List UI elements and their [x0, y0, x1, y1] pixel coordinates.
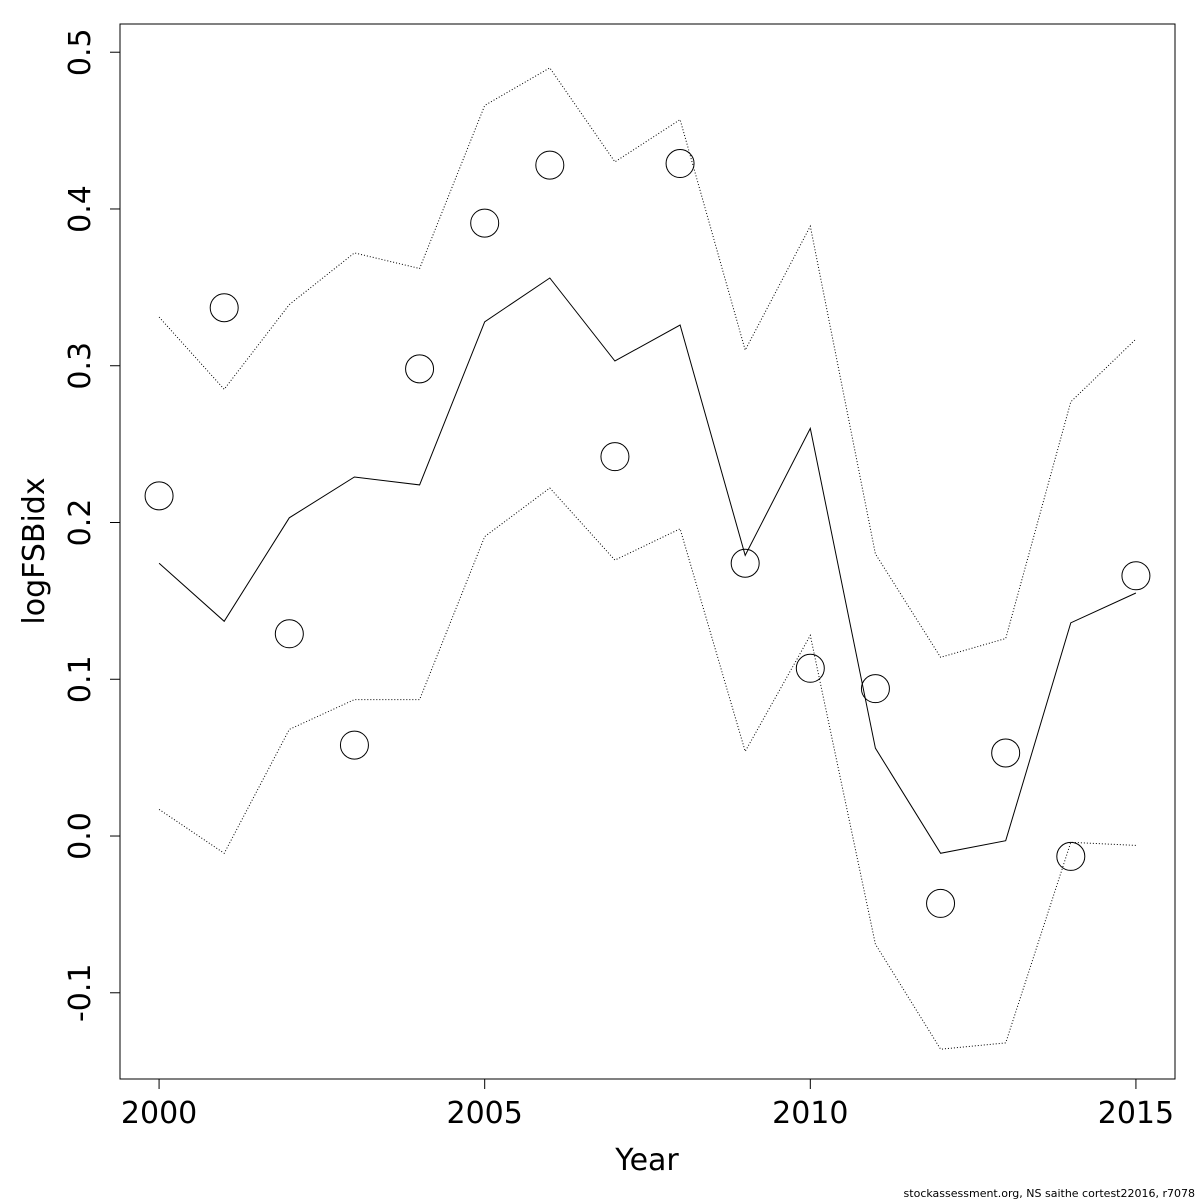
- plot-frame: [119, 23, 1176, 1080]
- interval-line: [158, 67, 1137, 658]
- series-layer: [158, 67, 1137, 1050]
- observation-point: [600, 442, 630, 472]
- x-tick-label: 2005: [447, 1096, 523, 1131]
- observation-point: [926, 888, 956, 918]
- observation-point: [1056, 841, 1086, 871]
- x-tick-label: 2010: [772, 1096, 848, 1131]
- observation-point: [730, 548, 760, 578]
- points-layer: [144, 149, 1151, 918]
- y-tick-label: 0.4: [63, 185, 98, 233]
- y-axis: -0.1 0.0 0.1 0.2 0.3 0.4 0.5: [63, 28, 121, 1023]
- y-axis-title: logFSBidx: [17, 477, 52, 624]
- x-axis-title: Year: [614, 1143, 679, 1178]
- observation-point: [860, 674, 890, 704]
- fit-line: [158, 277, 1137, 854]
- observation-point: [1121, 561, 1151, 591]
- observation-point: [535, 150, 565, 180]
- y-tick-label: 0.2: [63, 499, 98, 547]
- observation-point: [209, 293, 239, 323]
- y-tick-label: 0.1: [63, 655, 98, 703]
- x-tick-label: 2000: [121, 1096, 197, 1131]
- observation-point: [405, 354, 435, 384]
- footer-credit: stockassessment.org, NS saithe cortest22…: [904, 1187, 1195, 1200]
- x-axis: 2000 2005 2010 2015: [121, 1078, 1174, 1131]
- observation-point: [991, 738, 1021, 768]
- y-tick-label: 0.0: [63, 812, 98, 860]
- observation-point: [274, 619, 304, 649]
- observation-point: [144, 481, 174, 511]
- observation-point: [665, 149, 695, 179]
- observation-point: [795, 653, 825, 683]
- observation-point: [470, 208, 500, 238]
- interval-line: [158, 487, 1136, 1050]
- observation-point: [339, 730, 369, 760]
- y-tick-label: 0.3: [63, 342, 98, 390]
- y-tick-label: -0.1: [63, 964, 98, 1023]
- y-tick-label: 0.5: [63, 28, 98, 76]
- x-tick-label: 2015: [1098, 1096, 1174, 1131]
